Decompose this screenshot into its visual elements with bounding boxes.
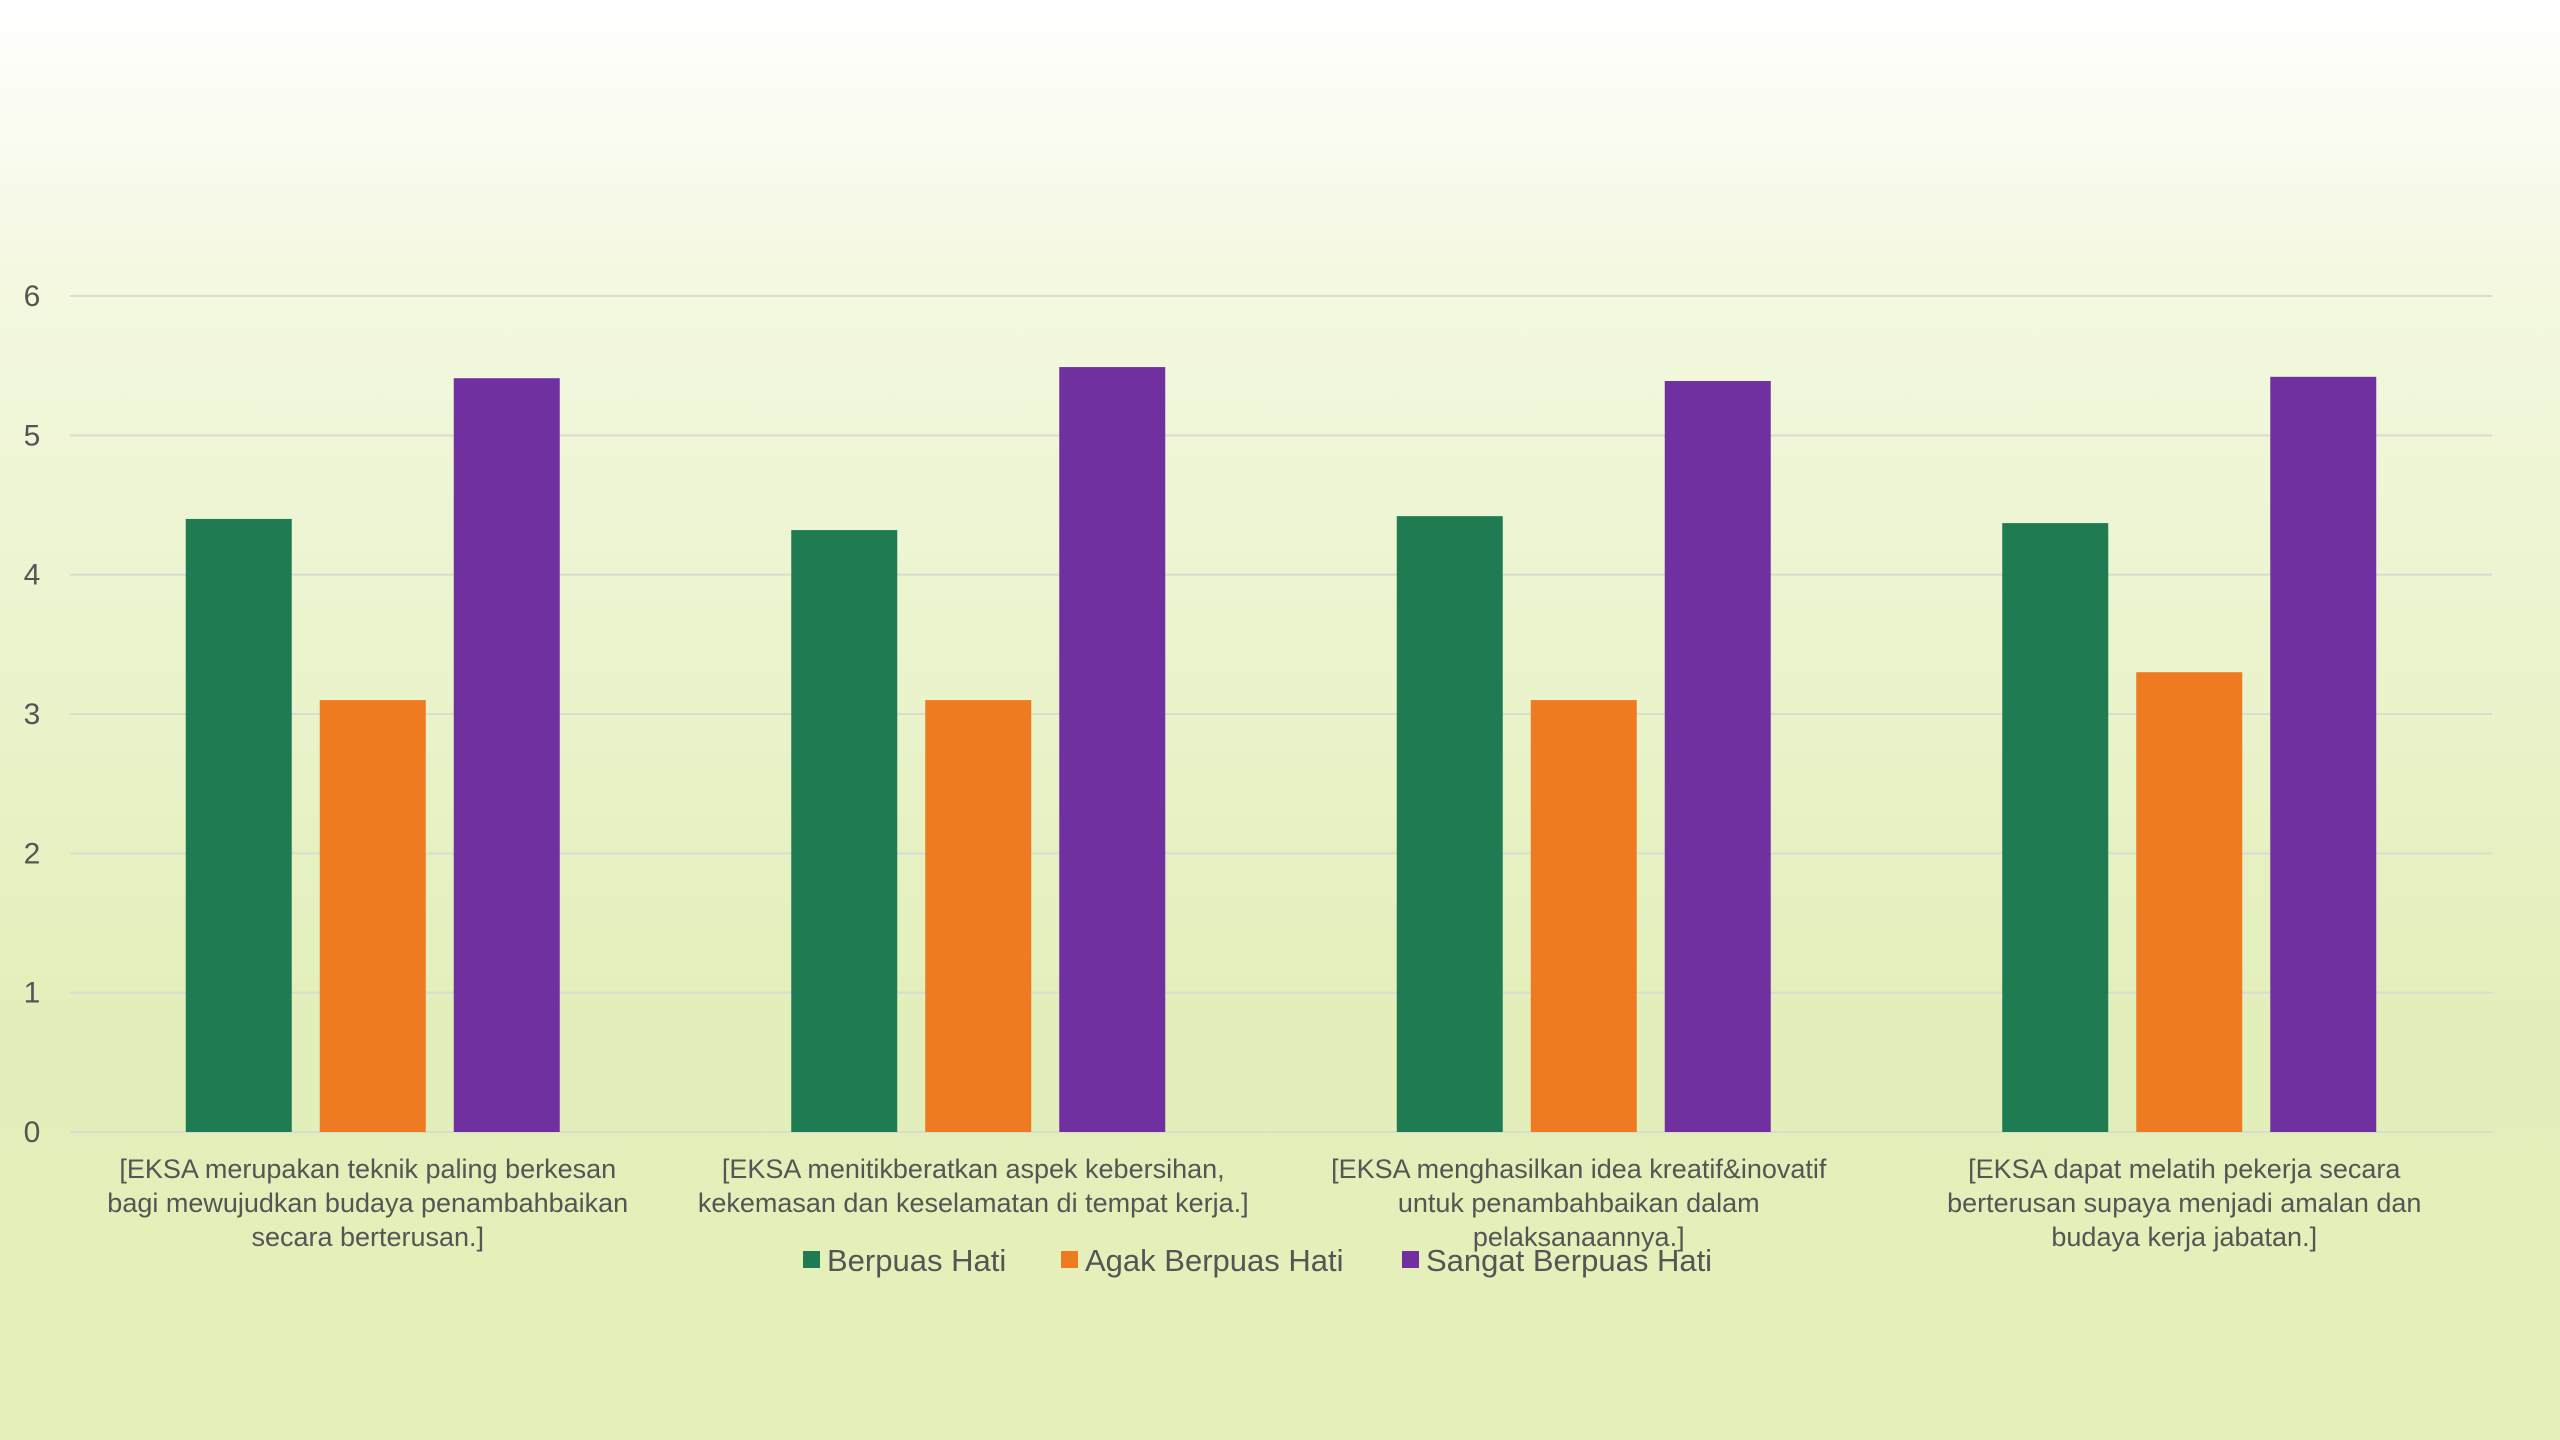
y-tick-label: 6 [24, 280, 41, 313]
y-tick-label: 1 [24, 977, 41, 1010]
bar-berpuas-hati [1396, 516, 1503, 1132]
y-tick-label: 0 [24, 1116, 41, 1149]
bar-agak-berpuas-hati [319, 700, 426, 1132]
category-label: secara berterusan.] [251, 1222, 484, 1252]
bar-sangat-berpuas-hati [453, 378, 560, 1132]
category-label: bagi mewujudkan budaya penambahbaikan [107, 1188, 628, 1218]
y-tick-label: 4 [24, 559, 41, 592]
y-axis-ticks: 0 1 2 3 4 5 6 [24, 280, 41, 1149]
category-label: [EKSA menitikberatkan aspek kebersihan, [722, 1154, 1225, 1184]
category-label: budaya kerja jabatan.] [2051, 1222, 2317, 1252]
legend-swatch [1402, 1251, 1419, 1268]
legend-label: Berpuas Hati [827, 1243, 1006, 1278]
category-label: pelaksanaannya.] [1473, 1222, 1685, 1252]
bar-sangat-berpuas-hati [1059, 367, 1166, 1132]
bar-sangat-berpuas-hati [2270, 376, 2377, 1132]
bar-agak-berpuas-hati [925, 700, 1032, 1132]
gridlines [70, 295, 2492, 1133]
bar-agak-berpuas-hati [1530, 700, 1637, 1132]
y-tick-label: 5 [24, 419, 41, 452]
legend-swatch [1061, 1251, 1078, 1268]
bar-berpuas-hati [791, 530, 898, 1132]
legend-label: Sangat Berpuas Hati [1426, 1243, 1712, 1278]
category-label: [EKSA dapat melatih pekerja secara [1968, 1154, 2401, 1184]
legend-swatch [803, 1251, 820, 1268]
y-tick-label: 2 [24, 837, 41, 870]
y-tick-label: 3 [24, 698, 41, 731]
bar-agak-berpuas-hati [2136, 672, 2243, 1132]
legend-label: Agak Berpuas Hati [1085, 1243, 1343, 1278]
bar-berpuas-hati [185, 518, 292, 1132]
bar-berpuas-hati [2002, 523, 2109, 1132]
category-label: berterusan supaya menjadi amalan dan [1947, 1188, 2421, 1218]
category-label: untuk penambahbaikan dalam [1398, 1188, 1760, 1218]
bar-sangat-berpuas-hati [1664, 380, 1771, 1132]
category-label: [EKSA menghasilkan idea kreatif&inovatif [1331, 1154, 1827, 1184]
category-label: [EKSA merupakan teknik paling berkesan [119, 1154, 616, 1184]
legend: Berpuas Hati Agak Berpuas Hati Sangat Berp… [803, 1243, 1712, 1278]
category-label: kekemasan dan keselamatan di tempat kerj… [698, 1188, 1249, 1218]
category-labels: [EKSA merupakan teknik paling berkesan ba… [107, 1154, 2421, 1252]
bars [185, 367, 2377, 1132]
